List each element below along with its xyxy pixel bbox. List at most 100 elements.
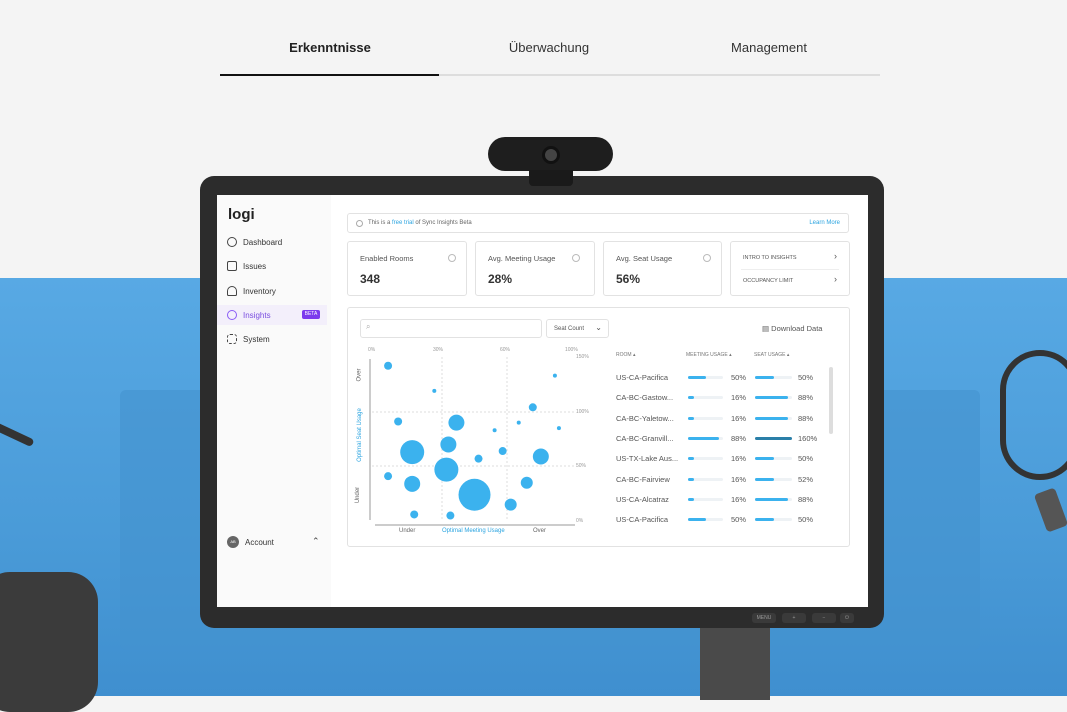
- chevron-right-icon[interactable]: ›: [834, 251, 837, 261]
- room-name: CA-BC-Granvill...: [616, 433, 674, 443]
- meeting-usage-bar: [688, 477, 723, 481]
- meeting-usage-bar: [688, 518, 723, 522]
- monitor-power-icon: ⏻: [840, 613, 854, 623]
- sidebar-item-dashboard[interactable]: Dashboard: [217, 232, 327, 252]
- card-avg-meeting-usage: Avg. Meeting Usage 28%: [475, 241, 595, 296]
- meeting-usage-value: 16%: [731, 393, 747, 403]
- room-name: US-TX-Lake Aus...: [616, 454, 679, 464]
- meeting-usage-value: 50%: [731, 515, 747, 525]
- bubble-point[interactable]: [384, 472, 393, 481]
- y-tick: 100%: [576, 409, 589, 415]
- account-label: Account: [245, 537, 274, 547]
- monitor-minus-button: −: [812, 613, 836, 623]
- occupancy-limit-link[interactable]: OCCUPANCY LIMIT: [743, 278, 794, 284]
- column-header-seat-usage[interactable]: SEAT USAGE ▴: [754, 352, 790, 358]
- seat-usage-bar: [755, 376, 792, 379]
- search-input[interactable]: ⌕: [360, 319, 542, 338]
- column-header-room[interactable]: ROOM ▴: [616, 352, 636, 358]
- seat-usage-value: 88%: [798, 413, 814, 423]
- speaker-image: [0, 572, 98, 712]
- bubble-point[interactable]: [446, 511, 455, 520]
- bubble-point[interactable]: [410, 510, 419, 519]
- sidebar-item-system[interactable]: System: [217, 329, 327, 349]
- chevron-up-icon[interactable]: ⌃: [312, 536, 320, 546]
- info-icon[interactable]: [703, 254, 711, 262]
- insights-panel: [347, 307, 850, 547]
- bubble-point[interactable]: [474, 454, 483, 463]
- bubble-point[interactable]: [532, 448, 549, 465]
- bubble-point[interactable]: [434, 457, 459, 482]
- bubble-point[interactable]: [432, 388, 437, 393]
- tab-divider: [220, 74, 880, 76]
- x-axis-label: Optimal Meeting Usage: [442, 528, 505, 534]
- issues-icon: [227, 261, 237, 271]
- bubble-point[interactable]: [520, 476, 533, 489]
- meeting-usage-bar: [688, 376, 723, 379]
- tab-erkenntnisse[interactable]: Erkenntnisse: [289, 40, 371, 55]
- bubble-point[interactable]: [504, 498, 517, 511]
- bubble-point[interactable]: [552, 373, 557, 378]
- bubble-point[interactable]: [458, 478, 491, 511]
- y-tick: 0%: [576, 518, 584, 524]
- webcam-lens: [542, 146, 560, 164]
- bubble-point[interactable]: [556, 426, 561, 431]
- monitor-plus-button: +: [782, 613, 806, 623]
- learn-more-link[interactable]: Learn More: [809, 220, 840, 226]
- download-data-button[interactable]: ▤ Download Data: [762, 324, 823, 333]
- bubble-point[interactable]: [440, 436, 457, 453]
- meeting-usage-value: 50%: [731, 373, 747, 382]
- free-trial-link[interactable]: free trial: [392, 220, 414, 226]
- sidebar-item-label: Issues: [243, 261, 267, 271]
- bubble-point[interactable]: [498, 447, 507, 456]
- beta-badge: BETA: [302, 310, 320, 319]
- bubble-point[interactable]: [448, 414, 465, 431]
- bubble-point[interactable]: [400, 440, 425, 465]
- account-menu[interactable]: AB Account: [217, 532, 327, 552]
- x-zone-under: Under: [399, 528, 416, 534]
- banner-text: This is a free trial of Sync Insights Be…: [368, 220, 472, 226]
- webcam-clip: [529, 170, 573, 186]
- seat-usage-bar: [755, 436, 792, 440]
- card-avg-seat-usage: Avg. Seat Usage 56%: [603, 241, 722, 296]
- bubble-point[interactable]: [384, 361, 393, 370]
- x-tick: 30%: [433, 347, 444, 353]
- bubble-point[interactable]: [528, 403, 537, 412]
- sidebar-item-inventory[interactable]: Inventory: [217, 281, 327, 301]
- lightbulb-icon: [227, 310, 237, 320]
- seat-usage-bar: [755, 457, 792, 461]
- column-header-meeting-usage[interactable]: MEETING USAGE ▴: [686, 352, 732, 358]
- quick-links-card: INTRO TO INSIGHTS › OCCUPANCY LIMIT ›: [730, 241, 850, 296]
- intro-to-insights-link[interactable]: INTRO TO INSIGHTS: [743, 255, 797, 261]
- seat-usage-value: 50%: [798, 373, 814, 382]
- bubble-point[interactable]: [394, 417, 403, 426]
- table-scrollbar[interactable]: [829, 367, 833, 434]
- seat-usage-value: 88%: [798, 494, 814, 504]
- monitor-menu-button: MENU: [752, 613, 776, 623]
- gear-icon: [227, 334, 237, 344]
- meeting-usage-bar: [688, 396, 723, 400]
- sidebar-item-label: Insights: [243, 310, 271, 320]
- chevron-right-icon[interactable]: ›: [834, 274, 837, 284]
- sidebar-item-insights[interactable]: Insights: [217, 305, 327, 325]
- meeting-usage-value: 88%: [731, 433, 747, 443]
- info-icon[interactable]: [572, 254, 580, 262]
- seat-usage-bar: [755, 497, 792, 501]
- info-icon[interactable]: [448, 254, 456, 262]
- seat-usage-bar: [755, 396, 792, 400]
- cloud-icon: [227, 286, 237, 296]
- seat-count-dropdown[interactable]: Seat Count ⌄: [546, 319, 609, 338]
- tab-management[interactable]: Management: [731, 40, 807, 55]
- meeting-usage-bar: [688, 497, 723, 501]
- info-icon: [356, 220, 363, 227]
- bubble-point[interactable]: [516, 420, 521, 425]
- bubble-point[interactable]: [404, 475, 421, 492]
- avatar: AB: [227, 536, 239, 548]
- room-name: US-CA-Pacifica: [616, 515, 669, 525]
- sidebar-item-issues[interactable]: Issues: [217, 256, 327, 276]
- seat-usage-value: 88%: [798, 393, 814, 403]
- x-tick: 100%: [565, 347, 578, 353]
- cable-image: [1000, 350, 1067, 480]
- tab-ueberwachung[interactable]: Überwachung: [508, 40, 590, 55]
- seat-usage-value: 160%: [798, 433, 818, 443]
- bubble-point[interactable]: [492, 428, 497, 433]
